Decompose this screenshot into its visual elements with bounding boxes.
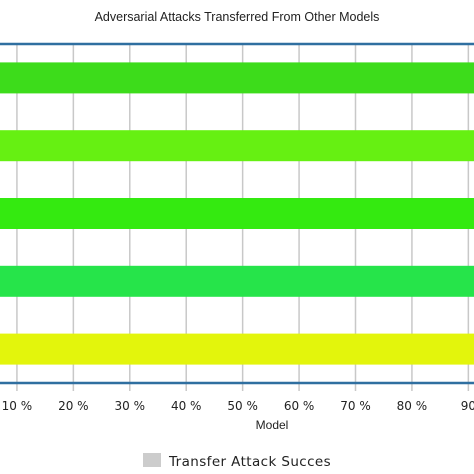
bar — [0, 265, 474, 297]
chart-title: Adversarial Attacks Transferred From Oth… — [95, 10, 380, 24]
x-tick-label: 40 % — [171, 399, 202, 413]
x-tick-label: 10 % — [2, 399, 33, 413]
x-tick-label: 50 % — [227, 399, 258, 413]
x-axis-label: Model — [256, 418, 289, 432]
x-tick-label: 30 % — [115, 399, 146, 413]
bar — [0, 62, 474, 94]
bar — [0, 130, 474, 162]
x-tick-label: 60 % — [284, 399, 315, 413]
x-tick-label: 70 % — [340, 399, 371, 413]
x-tick-labels: 10 % 20 % 30 % 40 % 50 % 60 % 70 % 80 % 90 — [2, 399, 474, 413]
legend-label: Transfer Attack Succes — [168, 454, 331, 470]
x-tick-label: 90 — [461, 399, 474, 413]
x-tick-label: 20 % — [58, 399, 89, 413]
bars — [0, 62, 474, 365]
legend-swatch — [143, 453, 161, 467]
bar — [0, 198, 474, 229]
x-tick-label: 80 % — [397, 399, 428, 413]
bar — [0, 333, 474, 365]
